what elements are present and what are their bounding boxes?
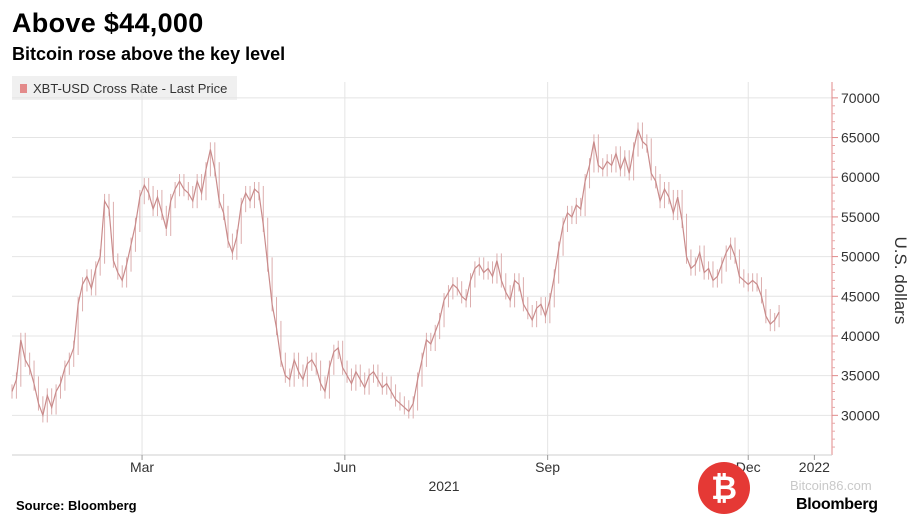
price-line	[11, 127, 780, 418]
y-tick-label: 40000	[841, 328, 880, 344]
legend-swatch	[20, 83, 27, 93]
x-year-label: 2021	[428, 478, 459, 494]
legend: XBT-USD Cross Rate - Last Price	[12, 76, 238, 100]
y-tick-label: 35000	[841, 368, 880, 384]
source-note: Source: Bloomberg	[16, 498, 137, 513]
y-tick-label: 70000	[841, 90, 880, 106]
y-tick-label: 65000	[841, 130, 880, 146]
y-tick-label: 45000	[841, 288, 880, 304]
x-tick-label: Jun	[334, 459, 357, 475]
brand-logo: Bloomberg	[796, 496, 878, 513]
x-tick-label: 2022	[799, 459, 830, 475]
x-tick-label: Mar	[130, 459, 154, 475]
y-tick-label: 30000	[841, 407, 880, 423]
chart-title: Above $44,000	[12, 8, 204, 38]
y-axis-title: U.S. dollars	[891, 236, 910, 324]
y-tick-label: 60000	[841, 169, 880, 185]
y-tick-label: 55000	[841, 209, 880, 225]
bitcoin-watermark-icon: ₿	[698, 462, 750, 514]
chart-subtitle: Bitcoin rose above the key level	[12, 44, 286, 64]
legend-label: XBT-USD Cross Rate - Last Price	[33, 80, 228, 96]
y-tick-label: 50000	[841, 249, 880, 265]
watermark-text: Bitcoin86.com	[790, 478, 872, 493]
x-tick-label: Sep	[535, 459, 560, 475]
